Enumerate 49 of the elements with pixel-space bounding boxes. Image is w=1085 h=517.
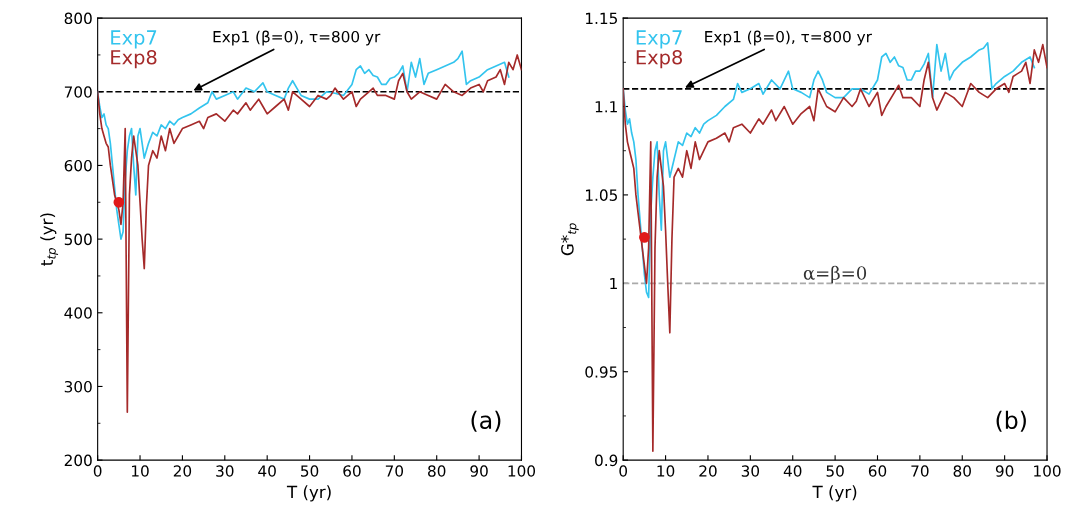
annotation: (b) bbox=[996, 410, 1026, 432]
x-tick-label: 0 bbox=[619, 465, 628, 477]
y-tick-label: 1.1 bbox=[595, 101, 617, 113]
y-tick-label: 0.9 bbox=[595, 454, 618, 467]
x-tick-label: 80 bbox=[953, 465, 971, 477]
x-tick-label: 40 bbox=[783, 465, 802, 477]
x-axis-title: T (yr) bbox=[812, 485, 857, 502]
x-tick-label: 80 bbox=[428, 465, 446, 477]
text: Exp7 bbox=[111, 30, 157, 49]
y-tick-label: 800 bbox=[64, 12, 92, 25]
y-tick-label: 400 bbox=[64, 307, 92, 319]
x-tick-label: 0 bbox=[93, 465, 102, 477]
x-tick-label: 50 bbox=[301, 465, 319, 477]
y-tick-label: 0.95 bbox=[585, 366, 617, 378]
x-tick-label: 70 bbox=[911, 465, 929, 477]
x-tick-label: 30 bbox=[216, 465, 234, 477]
x-tick-label: 50 bbox=[826, 465, 844, 477]
x-tick-label: 10 bbox=[131, 465, 149, 477]
y-tick-label: 700 bbox=[64, 86, 92, 98]
x-tick-label: 30 bbox=[741, 465, 760, 477]
y-tick-label: 300 bbox=[64, 380, 92, 393]
text: Exp7 bbox=[636, 30, 682, 49]
annotation: (a) bbox=[471, 410, 501, 432]
series-label: Exp8 bbox=[636, 49, 683, 69]
annotation: Exp1 (β=0), τ=800 yr bbox=[213, 30, 381, 46]
x-tick-label: 40 bbox=[258, 465, 276, 477]
x-tick-label: 60 bbox=[868, 465, 887, 477]
y-axis-title: t$_{tp}$ (yr) bbox=[40, 213, 59, 266]
y-tick-label: 500 bbox=[64, 233, 92, 246]
y-tick-label: 200 bbox=[64, 454, 92, 467]
x-tick-label: 70 bbox=[385, 465, 404, 477]
x-tick-label: 90 bbox=[995, 465, 1014, 477]
y-tick-label: 1.15 bbox=[586, 12, 617, 25]
x-tick-label: 100 bbox=[1034, 465, 1061, 477]
y-axis-title: G*$_{tp}$ bbox=[561, 223, 579, 256]
x-tick-label: 60 bbox=[343, 465, 361, 477]
x-tick-label: 90 bbox=[470, 465, 488, 477]
annotation: α=β=0 bbox=[803, 265, 867, 284]
y-tick-label: 1 bbox=[610, 277, 617, 290]
series-label: Exp8 bbox=[111, 49, 157, 69]
x-tick-label: 10 bbox=[657, 465, 675, 477]
y-tick-label: 600 bbox=[64, 159, 92, 172]
x-tick-label: 100 bbox=[508, 465, 536, 477]
x-tick-label: 20 bbox=[173, 465, 192, 477]
line-series bbox=[97, 50, 510, 240]
x-tick-label: 20 bbox=[699, 465, 717, 477]
x-axis-title: T (yr) bbox=[286, 485, 331, 502]
y-tick-label: 1.05 bbox=[586, 189, 617, 201]
annotation: Exp1 (β=0), τ=800 yr bbox=[705, 30, 872, 46]
